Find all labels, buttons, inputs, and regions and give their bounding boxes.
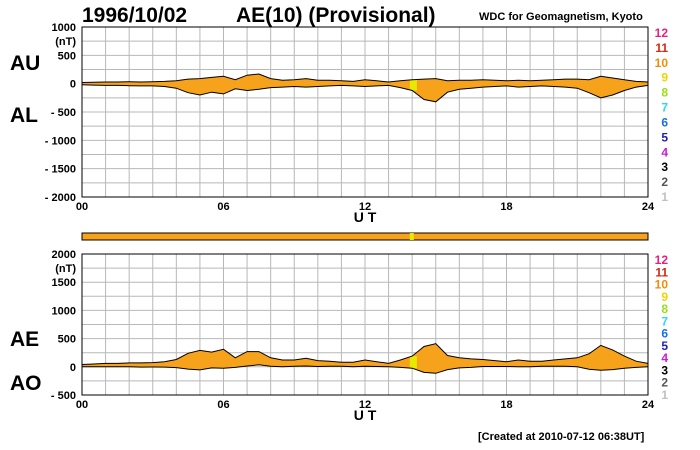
- plot-frame: [81, 26, 649, 198]
- ae-label: AE: [10, 328, 40, 351]
- x-tick-label: 18: [500, 399, 512, 411]
- al-label: AL: [10, 104, 38, 127]
- legend-item-5: 5: [661, 130, 668, 144]
- legend-item-1: 1: [661, 388, 668, 402]
- chart-title: AE(10) (Provisional): [236, 4, 436, 27]
- legend-item-9: 9: [661, 71, 668, 85]
- au-label: AU: [10, 52, 41, 75]
- y-tick-label: 1000: [52, 22, 76, 34]
- x-axis-label: U T: [354, 407, 377, 423]
- series-line-au: [81, 73, 649, 83]
- y-tick-label: 1500: [52, 277, 76, 289]
- y-tick-label: - 500: [51, 107, 76, 119]
- series-line-ao: [82, 364, 649, 374]
- y-tick-label: - 1500: [45, 164, 76, 176]
- legend-item-3: 3: [661, 160, 668, 174]
- legend-item-4: 4: [661, 351, 668, 365]
- ao-label: AO: [10, 372, 42, 395]
- provisional-highlight: [409, 79, 417, 91]
- y-tick-label: 500: [58, 50, 76, 62]
- legend-item-10: 10: [655, 278, 669, 292]
- legend-item-2: 2: [661, 376, 668, 390]
- x-tick-label: 12: [359, 399, 371, 411]
- x-tick-label: 00: [76, 399, 88, 411]
- legend-item-2: 2: [661, 175, 668, 189]
- series-line-al: [81, 84, 649, 103]
- plot-frame: [81, 253, 649, 396]
- data-status-bar: [81, 232, 649, 241]
- legend-item-5: 5: [661, 339, 668, 353]
- y-tick-label: 500: [58, 334, 76, 346]
- provisional-highlight: [409, 356, 417, 369]
- x-tick-label: 24: [642, 399, 655, 411]
- legend-item-3: 3: [661, 363, 668, 377]
- x-tick-label: 06: [217, 201, 229, 213]
- legend-item-4: 4: [661, 145, 668, 159]
- legend-item-10: 10: [655, 56, 669, 70]
- y-tick-label: 0: [70, 362, 76, 374]
- series-area-fill: [82, 343, 648, 374]
- legend-item-11: 11: [655, 265, 668, 279]
- legend-item-9: 9: [661, 290, 668, 304]
- x-tick-label: 06: [217, 399, 229, 411]
- source-label: WDC for Geomagnetism, Kyoto: [479, 11, 643, 23]
- created-timestamp: [Created at 2010-07-12 06:38UT]: [478, 431, 645, 443]
- legend-item-12: 12: [655, 26, 669, 40]
- date-label: 1996/10/02: [82, 4, 188, 27]
- legend-item-8: 8: [661, 302, 668, 316]
- legend-item-6: 6: [661, 327, 668, 341]
- series-line-ae: [81, 343, 649, 365]
- x-tick-label: 24: [642, 201, 655, 213]
- legend-item-7: 7: [661, 101, 668, 115]
- legend-item-12: 12: [655, 253, 669, 267]
- y-tick-label: - 1000: [45, 135, 76, 147]
- legend-item-8: 8: [661, 86, 668, 100]
- legend-item-7: 7: [661, 314, 668, 328]
- legend-item-11: 11: [655, 41, 668, 55]
- y-axis-unit: (nT): [55, 263, 76, 275]
- y-tick-label: 0: [70, 79, 76, 91]
- y-tick-label: 2000: [52, 249, 76, 261]
- y-tick-label: - 2000: [45, 192, 76, 204]
- y-tick-label: 1000: [52, 305, 76, 317]
- legend-item-1: 1: [661, 190, 668, 204]
- x-tick-label: 12: [359, 201, 371, 213]
- x-tick-label: 18: [500, 201, 512, 213]
- legend-item-6: 6: [661, 115, 668, 129]
- x-tick-label: 00: [76, 201, 88, 213]
- y-tick-label: - 500: [51, 390, 76, 402]
- x-axis-label: U T: [354, 209, 377, 225]
- status-bar-highlight: [409, 233, 414, 240]
- y-axis-unit: (nT): [55, 36, 76, 48]
